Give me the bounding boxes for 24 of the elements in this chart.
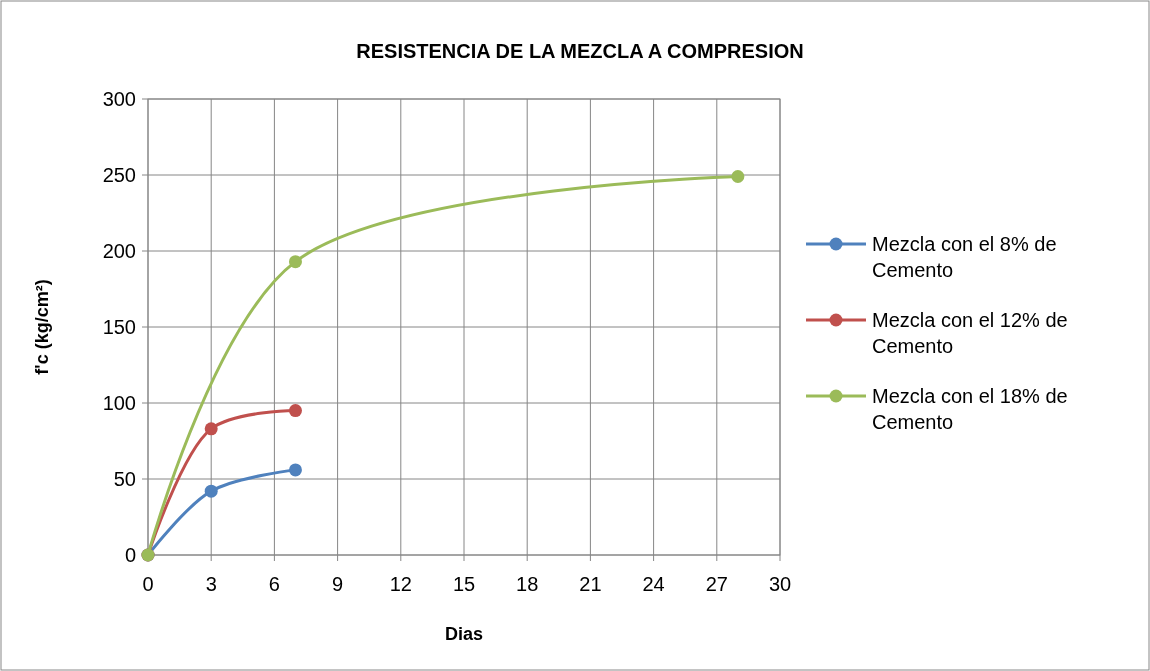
y-tick-label: 150 bbox=[102, 316, 136, 338]
y-tick-label: 100 bbox=[102, 392, 136, 414]
y-tick-label: 0 bbox=[124, 544, 136, 566]
y-tick-label: 300 bbox=[102, 88, 136, 110]
y-tick-label: 250 bbox=[102, 164, 136, 186]
y-axis-title: f'c (kg/cm²) bbox=[32, 279, 52, 375]
x-tick-label: 0 bbox=[142, 573, 154, 595]
x-tick-label: 9 bbox=[332, 573, 344, 595]
x-tick-label: 21 bbox=[579, 573, 602, 595]
x-tick-label: 15 bbox=[452, 573, 476, 595]
x-tick-label: 18 bbox=[516, 573, 539, 595]
y-tick-label: 50 bbox=[113, 468, 136, 490]
x-tick-label: 12 bbox=[389, 573, 412, 595]
legend-label: Mezcla con el 12% de Cemento bbox=[872, 309, 1068, 357]
x-tick-label: 24 bbox=[642, 573, 665, 595]
y-tick-label: 200 bbox=[102, 240, 136, 262]
chart-title: RESISTENCIA DE LA MEZCLA A COMPRESION bbox=[356, 40, 804, 62]
x-tick-label: 30 bbox=[768, 573, 792, 595]
x-axis-title: Dias bbox=[444, 624, 484, 644]
x-tick-label: 3 bbox=[205, 573, 217, 595]
legend-label: Mezcla con el 8% de Cemento bbox=[872, 233, 1057, 281]
x-tick-label: 6 bbox=[268, 573, 280, 595]
x-tick-label: 27 bbox=[705, 573, 728, 595]
legend-label: Mezcla con el 18% de Cemento bbox=[872, 385, 1068, 433]
